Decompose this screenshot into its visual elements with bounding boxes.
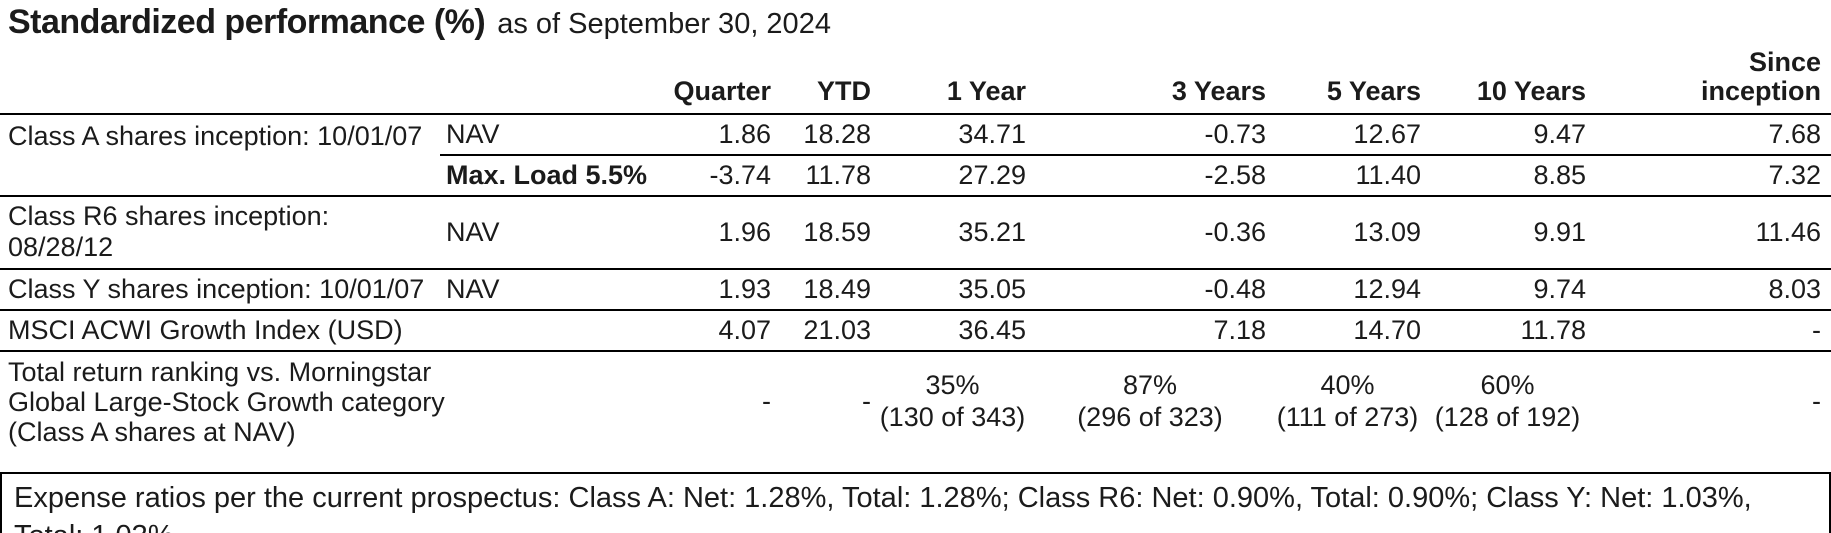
value-cell: 36.45 bbox=[875, 309, 1030, 352]
table-row-class-a-max-load: Max. Load 5.5% -3.74 11.78 27.29 -2.58 1… bbox=[0, 155, 1831, 198]
value-cell: 1.96 bbox=[655, 196, 775, 270]
value-cell: 18.59 bbox=[775, 196, 875, 270]
value-cell: -0.48 bbox=[1030, 268, 1270, 311]
value-cell: 11.78 bbox=[1425, 309, 1590, 352]
value-cell: 11.46 bbox=[1590, 196, 1831, 270]
col-header-empty bbox=[0, 44, 655, 116]
table-row-class-r6: Class R6 shares inception: 08/28/12 NAV … bbox=[0, 196, 1831, 270]
row-label-class-a: Class A shares inception: 10/01/07 bbox=[0, 114, 440, 198]
row-sublabel-nav: NAV bbox=[440, 268, 655, 311]
value-cell: 27.29 bbox=[875, 155, 1030, 198]
value-cell: 8.03 bbox=[1590, 268, 1831, 311]
ranking-cell: - bbox=[762, 386, 771, 417]
expense-ratios-note: Expense ratios per the current prospectu… bbox=[0, 472, 1831, 533]
value-cell: 12.67 bbox=[1270, 114, 1425, 157]
ranking-cell: - bbox=[1812, 386, 1821, 417]
header-row: Quarter YTD 1 Year 3 Years 5 Years 10 Ye… bbox=[0, 44, 1831, 116]
performance-table: Quarter YTD 1 Year 3 Years 5 Years 10 Ye… bbox=[0, 44, 1831, 452]
value-cell: 9.47 bbox=[1425, 114, 1590, 157]
col-header-1-year: 1 Year bbox=[875, 44, 1030, 116]
col-header-quarter: Quarter bbox=[655, 44, 775, 116]
value-cell: 13.09 bbox=[1270, 196, 1425, 270]
expense-ratios-text: Expense ratios per the current prospectu… bbox=[14, 482, 1752, 533]
value-cell: 4.07 bbox=[655, 309, 775, 352]
value-cell: - bbox=[1590, 309, 1831, 352]
ranking-cell: - bbox=[862, 386, 871, 417]
col-header-3-years: 3 Years bbox=[1030, 44, 1270, 116]
col-header-5-years: 5 Years bbox=[1270, 44, 1425, 116]
value-cell: 18.28 bbox=[775, 114, 875, 157]
value-cell: 1.93 bbox=[655, 268, 775, 311]
row-label-class-r6: Class R6 shares inception: 08/28/12 bbox=[0, 196, 440, 270]
row-sublabel-nav: NAV bbox=[440, 196, 655, 270]
value-cell: 11.40 bbox=[1270, 155, 1425, 198]
col-header-10-years: 10 Years bbox=[1425, 44, 1590, 116]
value-cell: 35.05 bbox=[875, 268, 1030, 311]
value-cell: 18.49 bbox=[775, 268, 875, 311]
value-cell: 21.03 bbox=[775, 309, 875, 352]
as-of-date: as of September 30, 2024 bbox=[497, 8, 831, 40]
table-row-msci-index: MSCI ACWI Growth Index (USD) 4.07 21.03 … bbox=[0, 309, 1831, 352]
row-label-morningstar-ranking: Total return ranking vs. Morningstar Glo… bbox=[8, 356, 445, 448]
col-header-ytd: YTD bbox=[775, 44, 875, 116]
row-sublabel-max-load: Max. Load 5.5% bbox=[440, 155, 655, 198]
section-title: Standardized performance (%) bbox=[8, 3, 486, 41]
value-cell: 1.86 bbox=[655, 114, 775, 157]
row-label-class-y: Class Y shares inception: 10/01/07 bbox=[0, 268, 440, 311]
value-cell: 9.74 bbox=[1425, 268, 1590, 311]
value-cell: 9.91 bbox=[1425, 196, 1590, 270]
ranking-cell: 40% (111 of 273) bbox=[1276, 370, 1419, 432]
value-cell: 14.70 bbox=[1270, 309, 1425, 352]
value-cell: 12.94 bbox=[1270, 268, 1425, 311]
value-cell: 7.68 bbox=[1590, 114, 1831, 157]
value-cell: 34.71 bbox=[875, 114, 1030, 157]
value-cell: 8.85 bbox=[1425, 155, 1590, 198]
ranking-cell: 87% (296 of 323) bbox=[1077, 370, 1223, 432]
value-cell: -3.74 bbox=[655, 155, 775, 198]
value-cell: 35.21 bbox=[875, 196, 1030, 270]
table-row-class-y: Class Y shares inception: 10/01/07 NAV 1… bbox=[0, 268, 1831, 311]
row-label-msci-index: MSCI ACWI Growth Index (USD) bbox=[0, 309, 655, 352]
value-cell: 7.32 bbox=[1590, 155, 1831, 198]
value-cell: 11.78 bbox=[775, 155, 875, 198]
col-header-since-inception: Since inception bbox=[1590, 44, 1831, 116]
row-sublabel-nav: NAV bbox=[440, 114, 655, 157]
ranking-cell: 60% (128 of 192) bbox=[1434, 370, 1581, 432]
value-cell: -0.36 bbox=[1030, 196, 1270, 270]
section-title-row: Standardized performance (%) as of Septem… bbox=[0, 0, 1831, 42]
ranking-cell: 35% (130 of 343) bbox=[879, 370, 1026, 432]
value-cell: -0.73 bbox=[1030, 114, 1270, 157]
table-row-class-a-nav: Class A shares inception: 10/01/07 NAV 1… bbox=[0, 114, 1831, 198]
table-row-morningstar-ranking: Total return ranking vs. Morningstar Glo… bbox=[0, 351, 1831, 453]
value-cell: -2.58 bbox=[1030, 155, 1270, 198]
value-cell: 7.18 bbox=[1030, 309, 1270, 352]
